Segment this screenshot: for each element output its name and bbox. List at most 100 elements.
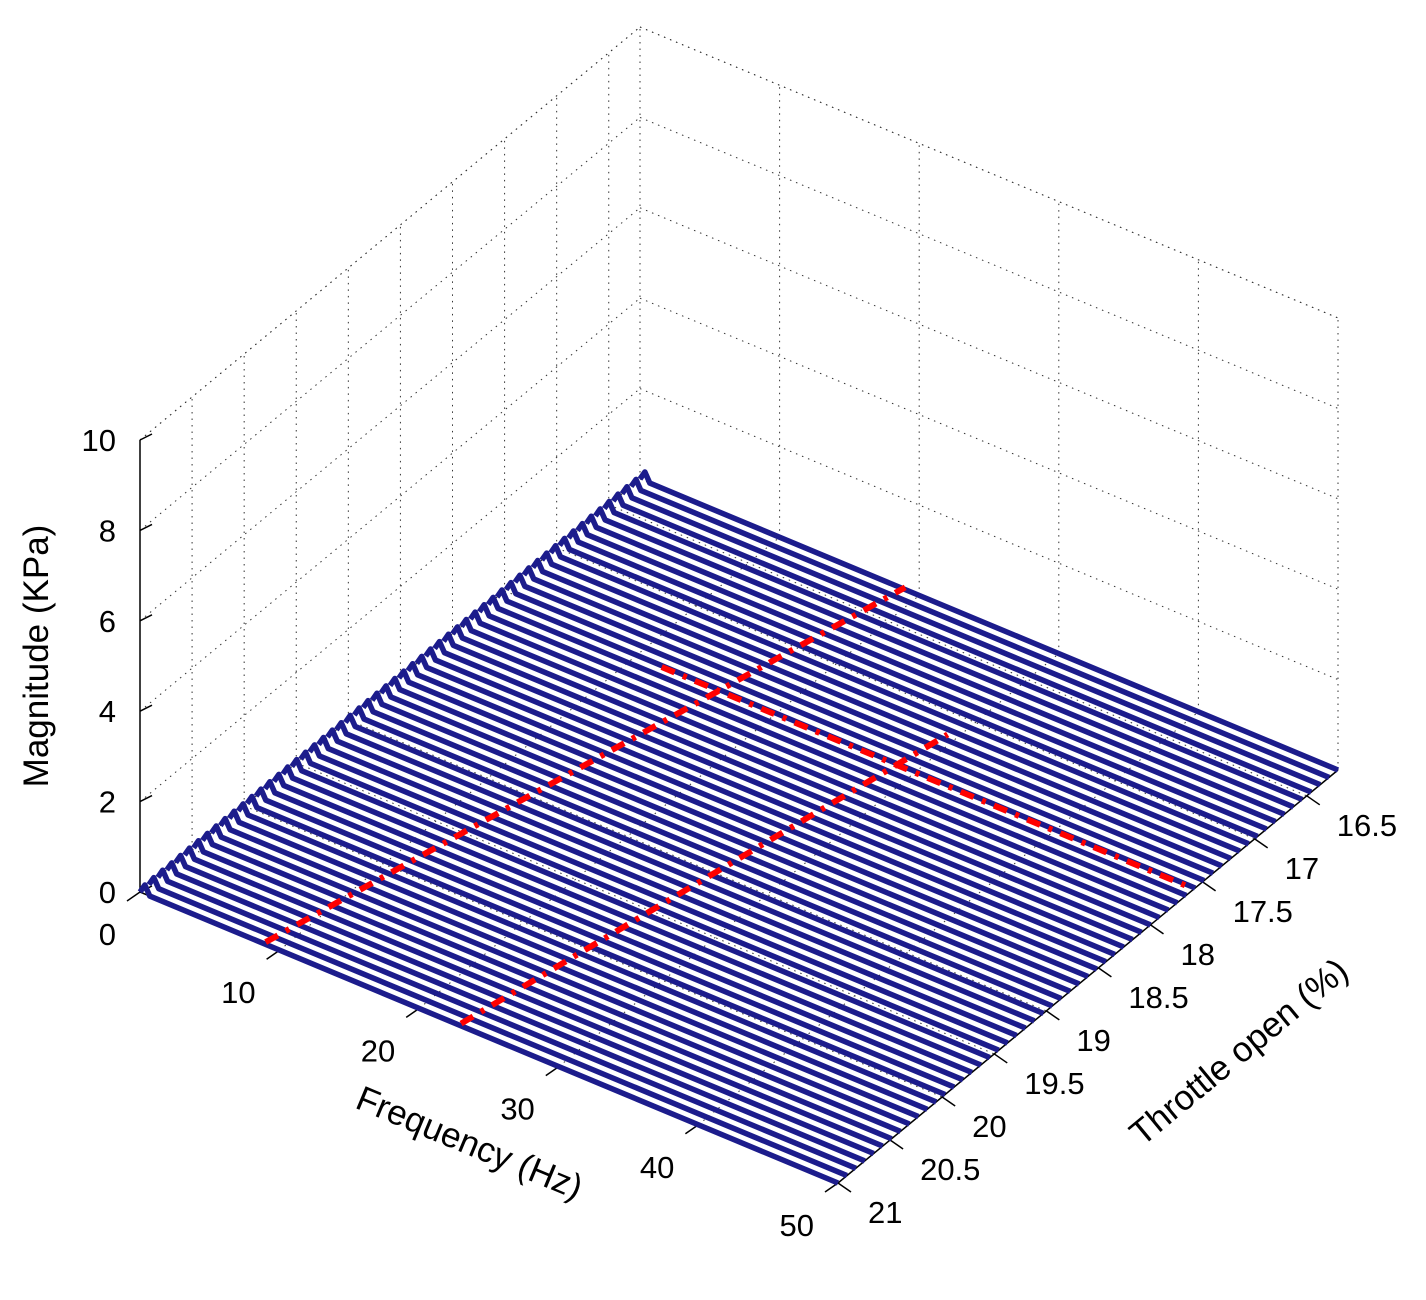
y-tick: [1097, 967, 1112, 978]
series-line: [548, 542, 1250, 847]
x-tick-label: 50: [780, 1208, 814, 1243]
z-tick-label: 6: [99, 604, 116, 639]
series-line: [557, 535, 1259, 839]
z-axis-label: Magnitude (KPa): [17, 525, 56, 788]
series-line: [182, 845, 884, 1149]
grid-line-z: [639, 297, 1339, 590]
series-line: [450, 624, 1152, 928]
series-line: [209, 823, 911, 1127]
series-line: [155, 867, 857, 1171]
tick-labels: 0 2 4 6 8 10 0 10 20 30 40 50 16.5 17 17.5 18 18.5 19 19.5…: [82, 423, 1398, 1243]
series-line: [369, 690, 1072, 994]
peak-trace-line: [459, 731, 950, 1027]
series-line: [164, 860, 866, 1164]
series-line: [521, 565, 1223, 869]
series-line: [459, 616, 1161, 921]
x-tick-label: 20: [361, 1033, 395, 1068]
series-line: [307, 742, 1009, 1046]
series-line: [227, 808, 929, 1112]
grid-line-y: [296, 762, 995, 1055]
y-tick: [1150, 924, 1164, 935]
z-tick-label: 10: [82, 423, 116, 458]
y-tick-label: 17: [1285, 851, 1319, 886]
series-line: [137, 882, 840, 1186]
series-line: [325, 727, 1027, 1031]
y-tick: [1045, 1010, 1060, 1021]
series-line: [235, 801, 938, 1105]
series-line: [343, 712, 1045, 1016]
series-line: [289, 756, 991, 1061]
y-tick-label: 20: [972, 1109, 1006, 1144]
series-line: [485, 594, 1188, 898]
z-tick: [139, 794, 153, 803]
z-tick: [139, 523, 153, 532]
y-tick: [1202, 881, 1217, 892]
x-tick-label: 40: [640, 1150, 674, 1185]
series-line: [334, 719, 1036, 1024]
x-tick-label: 0: [99, 917, 116, 952]
peak-trace-line: [660, 664, 1194, 891]
series-line: [146, 874, 848, 1179]
series-line: [271, 771, 973, 1075]
series-line: [405, 660, 1107, 965]
series-line: [637, 469, 1340, 773]
grid-line-x: [418, 595, 920, 1009]
grid-line-y: [608, 504, 1307, 797]
y-tick: [837, 1182, 852, 1193]
grid-line-z: [639, 116, 1339, 409]
peak-trace-lines: [264, 584, 1194, 1027]
y-tick-label: 16.5: [1337, 808, 1397, 843]
series-line: [378, 683, 1081, 987]
series-line: [468, 609, 1170, 913]
y-tick: [993, 1053, 1008, 1064]
grid-line-y: [348, 719, 1047, 1012]
z-tick: [139, 614, 153, 622]
series-line: [477, 601, 1179, 906]
z-tick-label: 4: [99, 694, 116, 729]
y-tick-label: 17.5: [1233, 894, 1293, 929]
series-line: [619, 483, 1322, 788]
y-tick-label: 18: [1181, 937, 1215, 972]
series-line: [441, 631, 1143, 935]
series-line: [539, 550, 1241, 854]
x-axis-label: Frequency (Hz): [351, 1079, 589, 1208]
series-line: [173, 852, 875, 1157]
series-line: [218, 815, 920, 1120]
y-tick: [1254, 838, 1269, 849]
series-line: [262, 778, 965, 1083]
y-tick-label: 18.5: [1128, 980, 1188, 1015]
series-line: [602, 498, 1304, 803]
grid-line-z: [139, 207, 641, 622]
series-line: [512, 572, 1215, 876]
grid-line-top: [639, 26, 1339, 319]
y-tick-label: 19.5: [1024, 1066, 1084, 1101]
grid-lines: [139, 26, 1339, 1184]
series-line: [423, 646, 1125, 950]
grid-line-z: [139, 388, 641, 802]
y-tick-label: 19: [1076, 1023, 1110, 1058]
series-line: [584, 513, 1286, 817]
y-tick-label: 20.5: [920, 1152, 980, 1187]
grid-line-y: [243, 805, 943, 1098]
series-line: [628, 476, 1331, 780]
series-line: [253, 786, 956, 1090]
series-line: [191, 837, 893, 1142]
series-line: [200, 830, 902, 1134]
y-tick-label: 21: [868, 1195, 902, 1230]
series-line: [432, 638, 1134, 943]
series-line: [610, 491, 1313, 795]
series-line: [244, 793, 947, 1098]
grid-line-x: [279, 536, 780, 951]
series-line: [387, 675, 1090, 980]
x-tick-label: 10: [221, 975, 255, 1010]
series-line: [316, 734, 1018, 1039]
x-tick: [126, 891, 141, 902]
series-line: [414, 653, 1116, 957]
y-tick: [889, 1139, 904, 1150]
grid-line-x: [558, 653, 1060, 1067]
y-tick: [1306, 795, 1321, 806]
grid-line-y: [556, 547, 1255, 840]
series-line: [530, 557, 1232, 862]
